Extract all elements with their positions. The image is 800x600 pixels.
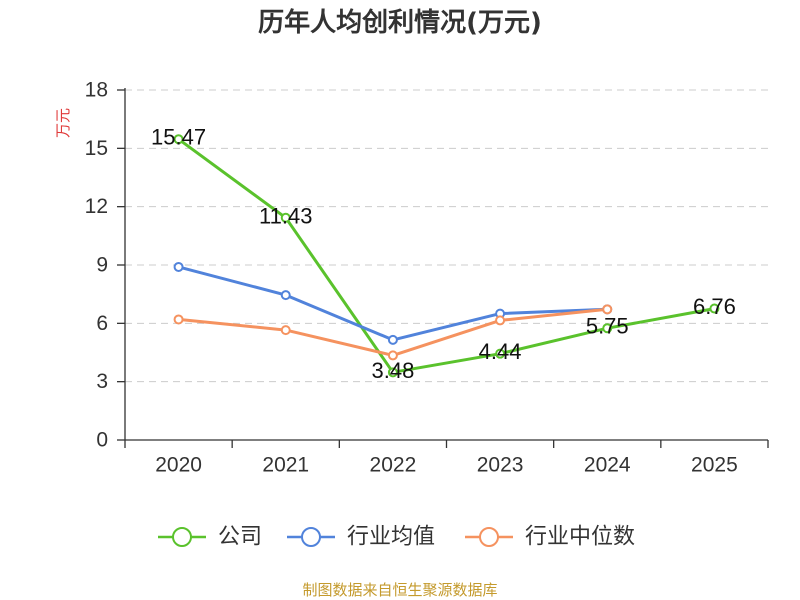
x-tick-label: 2021: [262, 454, 309, 477]
data-label-company: 6.76: [693, 294, 736, 319]
y-tick-label: 12: [85, 195, 108, 218]
x-tick-label: 2022: [370, 454, 417, 477]
y-tick-label: 6: [96, 312, 108, 335]
data-point-industry-mean: [173, 261, 184, 272]
legend-item-industry-median[interactable]: 行业中位数: [465, 525, 635, 550]
y-axis: 0 3 6 9 12 15 18: [85, 79, 126, 452]
x-tick-label: 2020: [155, 454, 202, 477]
data-point-company: [495, 348, 506, 359]
legend-item-company[interactable]: 公司: [158, 525, 262, 550]
chart-title: 历年人均创利情况(万元): [258, 7, 542, 38]
x-tick-label: 2023: [477, 454, 524, 477]
legend-marker-industry-mean: [301, 527, 321, 547]
data-point-company: [602, 323, 613, 334]
data-point-industry-median: [173, 314, 184, 325]
data-point-company: [387, 367, 398, 378]
series-line-industry-median: [177, 307, 609, 357]
y-axis-label: 万元: [54, 108, 72, 138]
data-label-company: 11.43: [259, 203, 312, 228]
data-point-industry-median: [280, 325, 291, 336]
data-point-industry-median: [495, 315, 506, 326]
data-label-company: 4.44: [479, 339, 522, 364]
legend-marker-company: [172, 527, 192, 547]
y-tick-label: 9: [96, 254, 108, 277]
y-tick-label: 3: [96, 370, 108, 393]
data-label-company: 15.47: [151, 125, 206, 150]
legend-marker-industry-median: [479, 527, 499, 547]
data-label-company: 5.75: [586, 314, 629, 339]
data-labels: 15.47 11.43 3.48 4.44 5.75 6.76: [151, 125, 736, 383]
data-point-company: [173, 134, 184, 145]
data-label-company: 3.48: [372, 358, 415, 383]
data-point-industry-median: [602, 304, 613, 315]
data-point-industry-mean: [280, 290, 291, 301]
data-point-company: [709, 303, 720, 314]
legend-label-industry-median: 行业中位数: [525, 525, 635, 550]
legend-item-industry-mean[interactable]: 行业均值: [287, 525, 435, 550]
series-group: [173, 134, 720, 378]
series-line-industry-mean: [177, 265, 609, 342]
y-tick-label: 0: [96, 429, 108, 452]
data-point-company: [280, 212, 291, 223]
legend-label-company: 公司: [218, 525, 262, 550]
data-point-industry-median: [387, 350, 398, 361]
series-line-company: [177, 137, 716, 374]
y-tick-label: 18: [85, 79, 108, 102]
x-tick-label: 2025: [691, 454, 738, 477]
y-tick-label: 15: [85, 137, 108, 160]
x-tick-label: 2024: [584, 454, 631, 477]
data-point-industry-mean: [387, 334, 398, 345]
x-axis: 2020 2021 2022 2023 2024 2025: [124, 439, 769, 477]
legend: 公司 行业均值 行业中位数: [158, 525, 635, 550]
source-note: 制图数据来自恒生聚源数据库: [302, 581, 497, 599]
legend-label-industry-mean: 行业均值: [347, 525, 435, 550]
